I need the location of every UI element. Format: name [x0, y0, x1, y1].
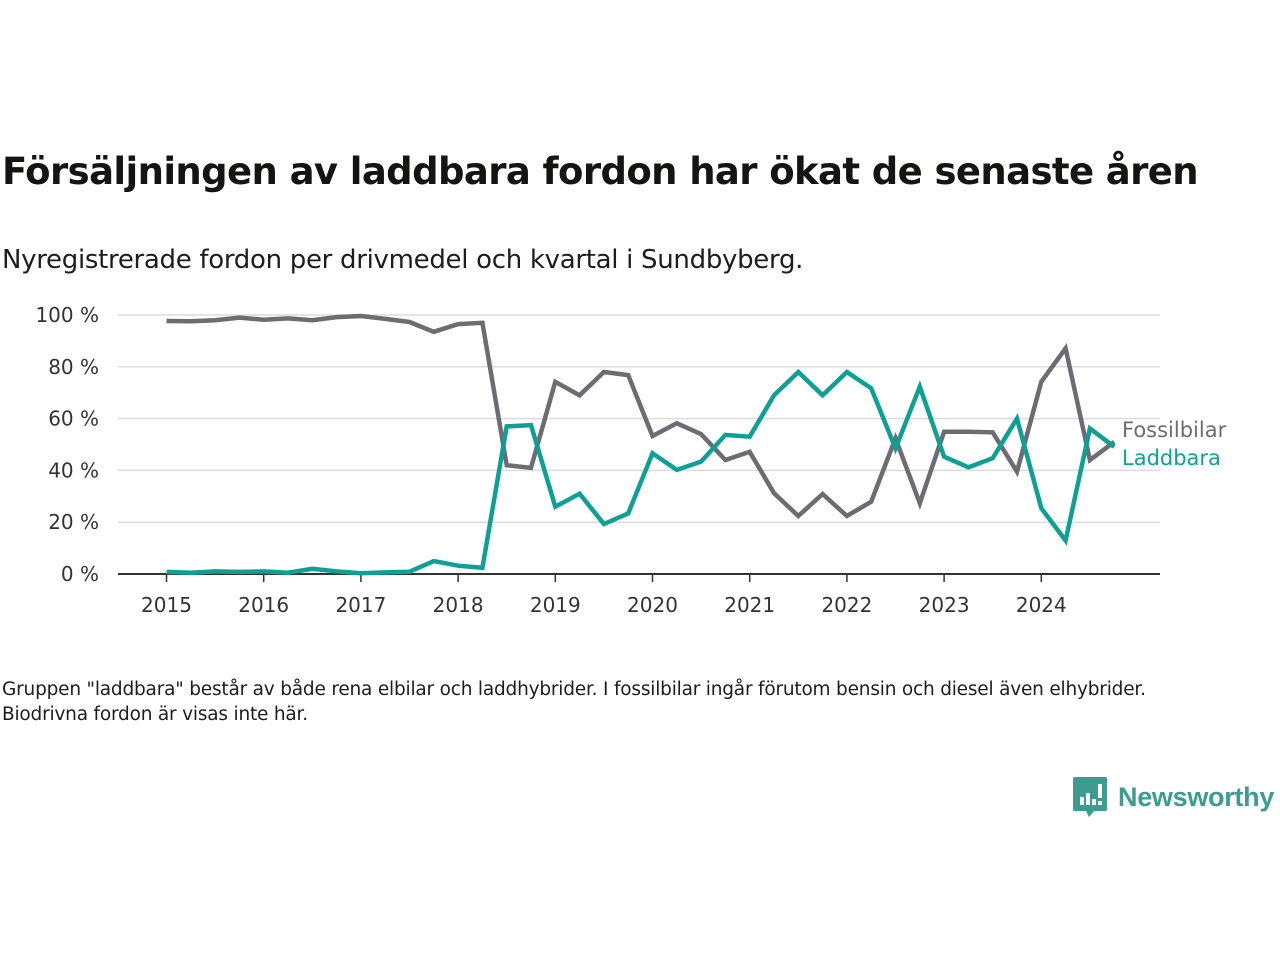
logo-text: Newsworthy [1118, 781, 1275, 812]
x-tick-label: 2019 [530, 593, 581, 617]
footnote: Gruppen "laddbara" består av både rena e… [2, 679, 1146, 725]
chart-title: Försäljningen av laddbara fordon har öka… [2, 150, 1199, 193]
y-tick-label: 100 % [35, 303, 99, 327]
legend-label-laddbara: Laddbara [1122, 446, 1221, 470]
newsworthy-logo: Newsworthy [1072, 776, 1274, 818]
chart-subtitle: Nyregistrerade fordon per drivmedel och … [2, 245, 804, 275]
newsworthy-chart-bubble-icon [1073, 777, 1107, 817]
legend-label-fossilbilar: Fossilbilar [1122, 418, 1227, 442]
series-line-laddbara [166, 368, 1116, 576]
x-tick-label: 2017 [335, 593, 386, 617]
x-tick-label: 2020 [627, 593, 678, 617]
y-tick-label: 20 % [48, 510, 99, 534]
series-lines [166, 313, 1116, 576]
y-tick-label: 80 % [48, 355, 99, 379]
y-tick-label: 40 % [48, 458, 99, 482]
x-tick-label: 2015 [141, 593, 192, 617]
y-tick-label: 60 % [48, 407, 99, 431]
x-tick-label: 2023 [919, 593, 970, 617]
x-tick-label: 2022 [821, 593, 872, 617]
x-tick-label: 2016 [238, 593, 289, 617]
legend: Fossilbilar Laddbara [1122, 418, 1227, 470]
series-line-fossilbilar [166, 313, 1116, 520]
y-axis: 0 % 20 % 40 % 60 % 80 % 100 % [35, 303, 99, 586]
x-axis: 2015 2016 2017 2018 2019 2020 2021 2022 2023 2024 [118, 573, 1160, 617]
y-tick-label: 0 % [61, 562, 99, 586]
gridlines [118, 314, 1160, 523]
line-chart: 0 %20 %40 %60 %80 %100 % 2015 2016 2017 201… [35, 303, 1227, 617]
x-tick-label: 2018 [433, 593, 484, 617]
x-tick-label: 2021 [724, 593, 775, 617]
x-tick-label: 2024 [1016, 593, 1067, 617]
